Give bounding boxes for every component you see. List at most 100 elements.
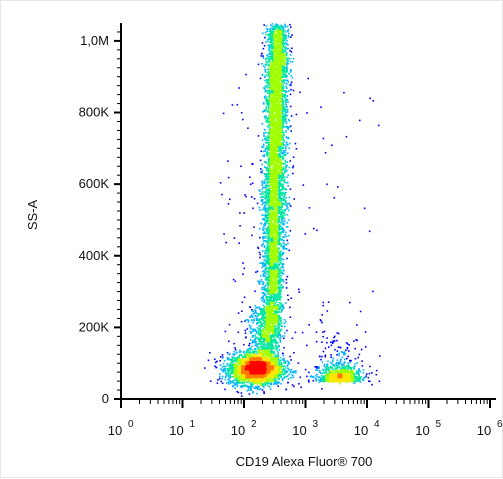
- event-point: [268, 86, 271, 89]
- event-point: [269, 40, 272, 43]
- event-point: [356, 339, 359, 342]
- event-point: [269, 341, 272, 344]
- event-point: [271, 135, 273, 137]
- event-point: [271, 302, 273, 304]
- event-point: [263, 134, 265, 136]
- event-point: [255, 345, 257, 347]
- event-point: [258, 333, 260, 335]
- event-point: [270, 335, 272, 337]
- event-point: [280, 382, 282, 385]
- event-point: [271, 269, 273, 272]
- event-point: [332, 359, 334, 361]
- event-point: [266, 240, 268, 242]
- event-point: [227, 203, 230, 205]
- event-point: [268, 207, 270, 210]
- event-point: [282, 263, 285, 265]
- event-point: [331, 144, 333, 146]
- event-point: [277, 202, 280, 204]
- event-point: [223, 365, 226, 368]
- event-point: [266, 350, 269, 352]
- event-point: [242, 118, 244, 121]
- event-point: [269, 301, 272, 303]
- event-point: [247, 389, 250, 391]
- event-point: [232, 278, 235, 281]
- event-point: [286, 53, 288, 55]
- event-point: [278, 240, 280, 242]
- event-point: [254, 290, 256, 292]
- event-point: [265, 57, 268, 59]
- event-point: [251, 310, 253, 312]
- event-point: [261, 283, 264, 285]
- event-point: [263, 286, 265, 288]
- event-point: [267, 173, 269, 175]
- event-point: [260, 383, 262, 386]
- event-point: [228, 323, 231, 326]
- event-point: [248, 342, 251, 345]
- event-point: [277, 250, 280, 252]
- event-point: [277, 381, 280, 384]
- event-point: [372, 100, 375, 102]
- event-point: [279, 221, 282, 224]
- event-point: [277, 297, 280, 300]
- event-point: [255, 271, 257, 273]
- event-point: [266, 120, 268, 122]
- event-point: [262, 304, 265, 307]
- event-point: [281, 103, 283, 106]
- event-point: [226, 362, 228, 365]
- event-point: [263, 311, 265, 313]
- event-point: [282, 231, 285, 234]
- event-point: [260, 222, 262, 225]
- event-point: [264, 272, 266, 274]
- event-point: [263, 289, 265, 291]
- event-point: [363, 207, 366, 210]
- event-point: [271, 36, 273, 39]
- event-point: [276, 270, 279, 272]
- event-point: [275, 379, 277, 381]
- event-point: [263, 116, 266, 118]
- event-point: [281, 29, 283, 31]
- event-point: [262, 261, 265, 264]
- event-point: [267, 211, 269, 213]
- event-point: [268, 59, 270, 62]
- event-point: [261, 63, 263, 65]
- event-point: [280, 373, 283, 376]
- event-point: [268, 300, 270, 303]
- event-point: [259, 209, 261, 211]
- event-point: [257, 349, 260, 351]
- event-point: [280, 322, 283, 325]
- event-point: [265, 213, 267, 215]
- event-point: [284, 34, 286, 36]
- event-point: [254, 335, 257, 338]
- event-point: [262, 236, 265, 238]
- event-point: [321, 378, 323, 381]
- event-point: [266, 196, 268, 199]
- event-point: [286, 125, 288, 128]
- event-point: [267, 64, 270, 67]
- event-point: [258, 340, 260, 343]
- event-point: [357, 378, 360, 380]
- event-point: [356, 324, 358, 326]
- event-point: [273, 340, 276, 343]
- event-point: [263, 300, 266, 302]
- event-point: [266, 151, 268, 153]
- event-point: [256, 318, 259, 320]
- event-point: [268, 89, 271, 92]
- event-point: [225, 373, 228, 375]
- event-point: [268, 169, 270, 171]
- event-point: [235, 379, 237, 381]
- event-point: [326, 365, 329, 367]
- event-point: [288, 249, 290, 252]
- event-point: [281, 86, 284, 89]
- event-point: [269, 347, 272, 349]
- event-point: [266, 110, 268, 113]
- event-point: [270, 115, 273, 117]
- event-point: [266, 237, 269, 239]
- event-point: [267, 214, 269, 216]
- event-point: [265, 58, 267, 61]
- event-point: [270, 35, 273, 37]
- event-point: [272, 294, 275, 296]
- event-point: [264, 194, 266, 197]
- event-point: [279, 182, 282, 184]
- event-point: [353, 380, 356, 383]
- event-point: [277, 220, 280, 223]
